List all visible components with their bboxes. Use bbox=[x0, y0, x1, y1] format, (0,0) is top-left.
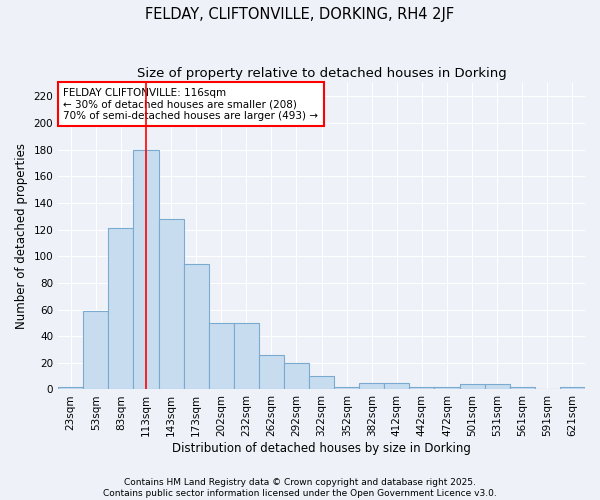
Bar bbox=[334, 387, 359, 390]
Bar bbox=[359, 383, 385, 390]
Text: FELDAY, CLIFTONVILLE, DORKING, RH4 2JF: FELDAY, CLIFTONVILLE, DORKING, RH4 2JF bbox=[145, 8, 455, 22]
Bar bbox=[259, 355, 284, 390]
Bar bbox=[284, 363, 309, 390]
Bar bbox=[409, 387, 434, 390]
Bar bbox=[560, 387, 585, 390]
Title: Size of property relative to detached houses in Dorking: Size of property relative to detached ho… bbox=[137, 68, 506, 80]
Bar bbox=[309, 376, 334, 390]
Bar bbox=[133, 150, 158, 390]
Bar bbox=[385, 383, 409, 390]
Bar bbox=[209, 323, 234, 390]
Bar bbox=[460, 384, 485, 390]
Bar bbox=[109, 228, 133, 390]
Bar bbox=[434, 387, 460, 390]
X-axis label: Distribution of detached houses by size in Dorking: Distribution of detached houses by size … bbox=[172, 442, 471, 455]
Bar bbox=[510, 387, 535, 390]
Bar bbox=[158, 219, 184, 390]
Y-axis label: Number of detached properties: Number of detached properties bbox=[15, 144, 28, 330]
Bar bbox=[83, 311, 109, 390]
Bar bbox=[234, 323, 259, 390]
Bar bbox=[184, 264, 209, 390]
Bar bbox=[485, 384, 510, 390]
Text: Contains HM Land Registry data © Crown copyright and database right 2025.
Contai: Contains HM Land Registry data © Crown c… bbox=[103, 478, 497, 498]
Bar bbox=[58, 387, 83, 390]
Text: FELDAY CLIFTONVILLE: 116sqm
← 30% of detached houses are smaller (208)
70% of se: FELDAY CLIFTONVILLE: 116sqm ← 30% of det… bbox=[64, 88, 319, 121]
